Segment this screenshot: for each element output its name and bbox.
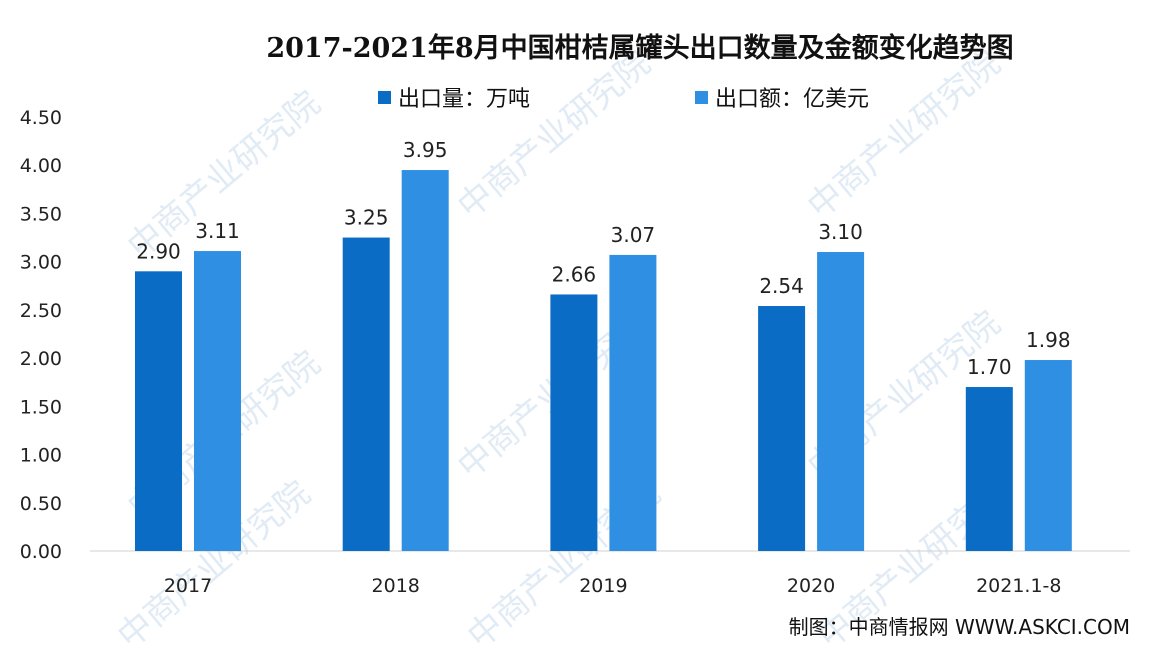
watermark-text: 中商产业研究院 — [450, 43, 658, 227]
bar — [965, 387, 1013, 551]
data-label: 2.54 — [759, 274, 804, 298]
data-label: 3.07 — [611, 223, 656, 247]
bar — [342, 237, 390, 552]
data-label: 3.95 — [403, 138, 448, 162]
x-axis: 2017 2018 2019 2020 2021.1-8 — [164, 575, 1062, 597]
y-tick-label: 4.00 — [20, 155, 62, 177]
x-tick-label: 2018 — [372, 575, 420, 597]
data-label: 1.98 — [1026, 328, 1071, 352]
y-tick-label: 2.50 — [20, 300, 62, 322]
data-label: 3.25 — [344, 206, 389, 230]
bar — [609, 254, 657, 551]
watermark-text: 中商产业研究院 — [800, 43, 1008, 227]
y-tick-label: 3.00 — [20, 252, 62, 274]
bar — [135, 271, 182, 551]
legend-label: 出口额：亿美元 — [715, 87, 869, 112]
data-label: 1.70 — [967, 355, 1012, 379]
data-label: 2.90 — [136, 239, 181, 263]
legend-swatch — [695, 91, 708, 104]
bar — [758, 306, 806, 551]
y-tick-label: 4.50 — [20, 107, 62, 129]
y-tick-label: 0.50 — [20, 493, 62, 515]
data-label: 3.10 — [818, 220, 863, 244]
y-tick-label: 1.50 — [20, 396, 62, 418]
bars: 2.90 3.11 3.25 3.95 2.66 3.07 2.54 3.10 1.70 1.98 — [135, 138, 1072, 552]
y-axis: 0.00 0.50 1.00 1.50 2.00 2.50 3.00 3.50 4.00 4.50 — [20, 107, 62, 563]
data-label: 3.11 — [195, 219, 240, 243]
x-tick-label: 2017 — [164, 575, 212, 597]
x-tick-label: 2020 — [787, 575, 835, 597]
bar — [550, 294, 598, 551]
y-tick-label: 0.00 — [20, 541, 62, 563]
chart-credit: 制图：中商情报网 WWW.ASKCI.COM — [789, 615, 1130, 639]
bar — [401, 170, 449, 552]
x-tick-label: 2021.1-8 — [976, 575, 1061, 597]
bar — [817, 252, 865, 551]
legend-label: 出口量：万吨 — [398, 87, 530, 112]
x-tick-label: 2019 — [579, 575, 627, 597]
bar — [1024, 360, 1072, 551]
data-label: 2.66 — [552, 262, 597, 286]
legend: 出口量：万吨 出口额：亿美元 — [378, 87, 869, 112]
y-tick-label: 1.00 — [20, 445, 62, 467]
bar — [194, 251, 241, 551]
chart-title: 2017-2021年8月中国柑桔属罐头出口数量及金额变化趋势图 — [266, 32, 1013, 64]
legend-swatch — [378, 91, 391, 104]
y-tick-label: 2.00 — [20, 348, 62, 370]
y-tick-label: 3.50 — [20, 203, 62, 225]
